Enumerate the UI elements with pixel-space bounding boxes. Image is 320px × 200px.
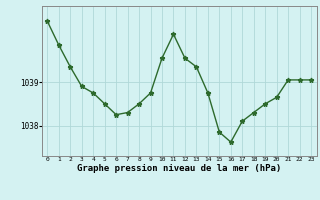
- X-axis label: Graphe pression niveau de la mer (hPa): Graphe pression niveau de la mer (hPa): [77, 164, 281, 173]
